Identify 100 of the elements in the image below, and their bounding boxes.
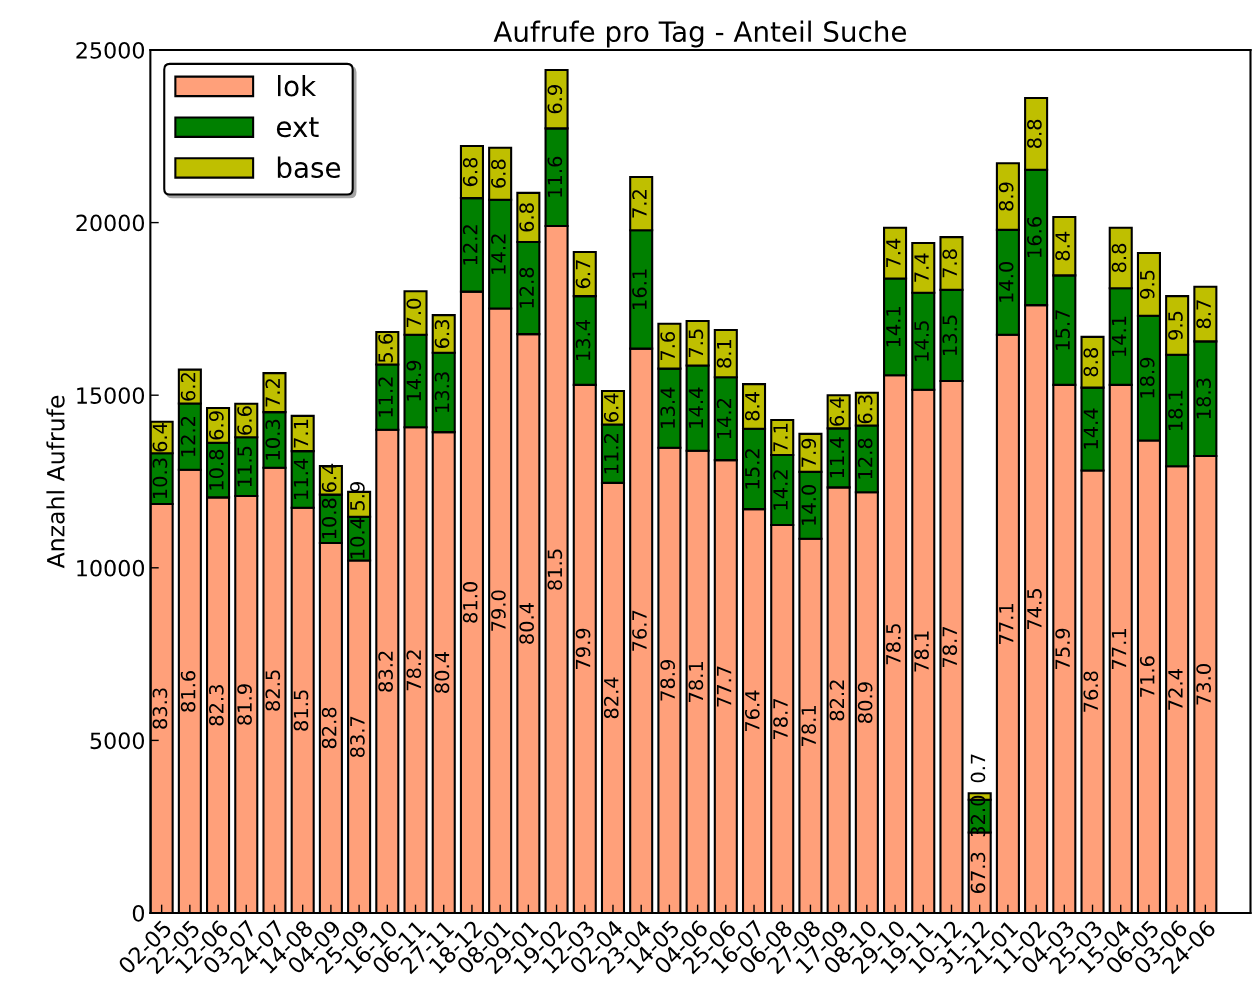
annotation: 6.8 [462, 157, 478, 187]
annotation: 10.3 [265, 419, 281, 460]
annotation: 14.0 [801, 484, 817, 525]
annotation: 14.9 [406, 360, 422, 401]
annotation: 77.7 [717, 666, 732, 707]
annotation: 11.2 [378, 377, 393, 417]
annotation: 78.1 [914, 631, 929, 672]
annotation: 76.7 [632, 610, 647, 651]
annotation: 13.4 [660, 387, 676, 428]
annotation: 9.5 [1168, 311, 1183, 340]
annotation: 7.1 [293, 419, 309, 448]
annotation: 13.4 [575, 319, 591, 360]
annotation: 16.6 [1027, 217, 1042, 257]
annotation: 8.9 [998, 182, 1014, 211]
annotation: 7.4 [914, 253, 929, 282]
y-axis-title: Anzahl Aufrufe [46, 395, 65, 569]
annotation: 78.7 [942, 627, 958, 668]
annotation: 13.3 [434, 372, 450, 412]
annotation: 8.8 [1083, 348, 1099, 377]
annotation: 14.4 [1083, 408, 1098, 449]
annotation: 73.0 [1196, 664, 1211, 705]
annotation: 81.0 [462, 581, 478, 623]
annotation: 12.8 [857, 438, 873, 479]
annotation: 80.4 [519, 602, 534, 644]
annotation: 72.4 [1168, 669, 1183, 710]
y-tick-label: 25000 [76, 41, 145, 59]
annotation: 6.2 [180, 373, 196, 401]
annotation: 82.5 [265, 670, 281, 711]
annotation: 14.2 [716, 398, 732, 439]
annotation: 78.2 [406, 650, 422, 691]
annotation: 5.9 [350, 482, 365, 511]
annotation: 14.0 [998, 261, 1014, 302]
annotation: 67.3 [970, 852, 986, 894]
annotation: 7.5 [688, 329, 704, 358]
annotation: 6.4 [152, 423, 168, 452]
annotation: 6.9 [208, 411, 224, 440]
annotation: 83.2 [378, 651, 393, 692]
annotation: 16.1 [632, 269, 647, 309]
annotation: 6.8 [491, 159, 506, 188]
annotation: 7.9 [801, 438, 817, 467]
annotation: 7.4 [886, 238, 901, 268]
annotation: 11.2 [603, 434, 619, 474]
annotation: 9.5 [1139, 270, 1155, 299]
annotation: 8.4 [744, 392, 760, 421]
annotation: 14.4 [688, 387, 703, 428]
y-tick-label: 10000 [77, 559, 145, 577]
annotation: 78.1 [688, 662, 704, 702]
annotation: 0.7 [970, 754, 986, 783]
annotation: 14.2 [773, 470, 788, 510]
annotation: 14.1 [1111, 316, 1127, 357]
annotation: 8.7 [1196, 300, 1211, 329]
annotation: 18.3 [1196, 378, 1211, 419]
annotation: 82.3 [208, 685, 224, 726]
annotation: 7.1 [773, 423, 788, 452]
annotation: 6.3 [434, 320, 450, 349]
annotation: 71.6 [1139, 656, 1155, 697]
annotation: 11.5 [237, 446, 252, 487]
annotation: 83.3 [152, 688, 168, 729]
annotation: 81.5 [293, 690, 309, 731]
annotation: 8.1 [716, 339, 732, 368]
annotation: 6.3 [857, 395, 873, 424]
annotation: 10.4 [350, 518, 365, 559]
legend-label: base [277, 156, 341, 179]
annotation: 13.5 [942, 315, 958, 355]
annotation: 6.4 [829, 397, 845, 426]
annotation: 6.9 [547, 85, 563, 114]
annotation: 10.3 [152, 458, 168, 499]
annotation: 7.2 [265, 379, 280, 407]
annotation: 15.2 [744, 449, 760, 489]
annotation: 12.2 [180, 416, 196, 457]
annotation: 14.1 [886, 307, 901, 347]
annotation: 77.1 [999, 604, 1014, 644]
chart-title: Aufrufe pro Tag - Anteil Suche [493, 20, 907, 48]
annotation: 18.1 [1168, 390, 1183, 431]
legend-label: lok [277, 75, 317, 97]
annotation: 18.9 [1139, 357, 1155, 398]
annotation: 78.5 [886, 624, 901, 665]
annotation: 80.9 [857, 682, 873, 723]
annotation: 81.5 [547, 549, 563, 590]
annotation: 78.7 [773, 699, 788, 740]
annotation: 14.2 [491, 234, 506, 274]
annotation: 7.2 [632, 190, 647, 218]
annotation: 76.8 [1083, 671, 1099, 712]
annotation: 6.8 [519, 203, 534, 232]
y-tick-label: 5000 [90, 732, 145, 750]
annotation: 8.4 [1055, 231, 1070, 261]
annotation: 8.8 [1111, 243, 1127, 273]
y-tick-label: 15000 [77, 387, 145, 404]
annotation: 7.8 [942, 249, 958, 278]
annotation: 8.8 [1027, 119, 1042, 149]
annotation: 5.6 [378, 334, 393, 363]
annotation: 74.5 [1027, 589, 1042, 630]
y-tick-label: 0 [132, 904, 145, 922]
legend-label: ext [276, 117, 319, 138]
annotation: 76.4 [744, 690, 760, 732]
annotation: 82.2 [829, 680, 845, 721]
annotation: 6.7 [575, 260, 591, 289]
y-tick-label: 20000 [76, 214, 145, 232]
annotation: 81.9 [237, 684, 252, 725]
annotation: 79.0 [491, 590, 506, 631]
